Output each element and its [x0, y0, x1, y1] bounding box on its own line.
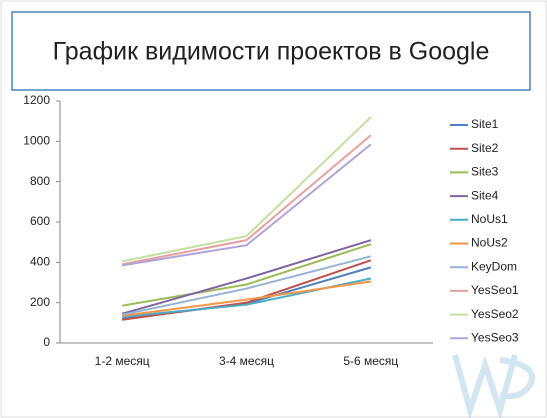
chart-title: График видимости проектов в Google	[53, 38, 490, 66]
y-tick-label: 1000	[23, 134, 50, 148]
legend-label: Site1	[471, 117, 499, 131]
legend-label: YesSeo3	[471, 330, 519, 344]
y-tick-label: 400	[30, 255, 50, 269]
legend-label: Site2	[471, 141, 499, 155]
y-tick-label: 1200	[23, 93, 50, 107]
y-tick-label: 200	[30, 295, 50, 309]
series-line	[121, 239, 372, 315]
legend-label: NoUs2	[471, 236, 508, 250]
legend-label: Site3	[471, 165, 499, 179]
y-tick-label: 600	[30, 214, 50, 228]
title-box	[11, 11, 531, 91]
series-line	[122, 280, 371, 317]
x-tick-label: 5-6 месяц	[343, 354, 398, 368]
watermark	[452, 354, 535, 418]
legend-label: Site4	[471, 188, 499, 202]
x-tick-label: 3-4 месяц	[219, 354, 274, 368]
series-line	[121, 134, 372, 266]
series-line	[121, 116, 372, 263]
series-line	[122, 259, 372, 321]
series-line	[121, 243, 372, 307]
legend-label: YesSeo1	[471, 283, 519, 297]
legend-label: YesSeo2	[471, 307, 519, 321]
legend-label: NoUs1	[471, 212, 508, 226]
series-line	[121, 255, 372, 316]
y-tick-label: 0	[43, 335, 50, 349]
x-tick-label: 1-2 месяц	[95, 354, 150, 368]
legend-label: KeyDom	[471, 259, 517, 273]
y-tick-label: 800	[30, 174, 50, 188]
series-line	[122, 143, 372, 267]
